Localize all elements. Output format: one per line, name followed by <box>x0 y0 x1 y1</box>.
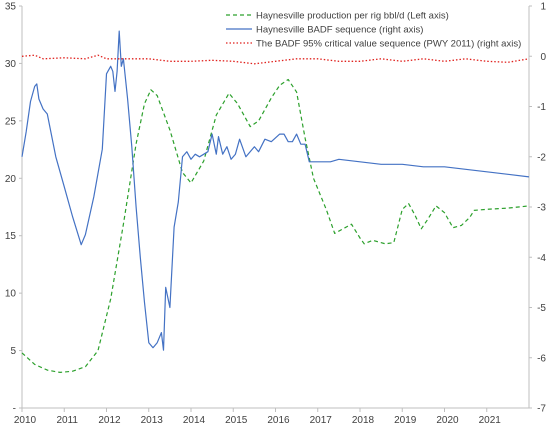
series-line-3 <box>21 54 530 65</box>
series-layer <box>21 30 530 373</box>
left-tick-label: 10 <box>5 289 17 300</box>
series-line-1 <box>21 78 530 373</box>
x-tick-label: 2018 <box>352 415 375 426</box>
axes <box>21 6 530 409</box>
left-tick-label: 35 <box>5 2 17 13</box>
right-tick-label: -1 <box>537 102 546 113</box>
right-tick-label: -2 <box>537 152 546 163</box>
left-tick-label: 30 <box>5 59 17 70</box>
legend-label-2: Haynesville BADF sequence (right axis) <box>256 25 423 36</box>
right-tick-label: -3 <box>537 203 546 214</box>
x-tick-label: 2013 <box>141 415 164 426</box>
right-tick-label: 1 <box>540 2 546 13</box>
x-tick-label: 2021 <box>479 415 502 426</box>
right-tick-label: -5 <box>537 303 546 314</box>
series-line-2 <box>21 30 530 351</box>
x-tick-label: 2015 <box>225 415 248 426</box>
left-tick-label: 25 <box>5 116 17 127</box>
x-tick-label: 2016 <box>267 415 290 426</box>
legend-label-1: Haynesville production per rig bbl/d (Le… <box>256 11 449 22</box>
legend-label-3: The BADF 95% critical value sequence (PW… <box>256 39 521 50</box>
left-tick-label: - <box>13 404 16 415</box>
right-tick-label: -6 <box>537 353 546 364</box>
legend: Haynesville production per rig bbl/d (Le… <box>226 11 521 50</box>
x-tick-label: 2019 <box>394 415 417 426</box>
x-tick-label: 2012 <box>98 415 121 426</box>
x-tick-label: 2017 <box>310 415 333 426</box>
right-tick-label: -4 <box>537 253 546 264</box>
left-tick-label: 15 <box>5 231 17 242</box>
x-tick-label: 2010 <box>14 415 37 426</box>
right-tick-label: 0 <box>540 52 546 63</box>
x-tick-label: 2014 <box>183 415 206 426</box>
left-tick-label: 5 <box>10 346 16 357</box>
x-tick-label: 2020 <box>436 415 459 426</box>
right-tick-label: -7 <box>537 404 546 415</box>
x-tick-label: 2011 <box>56 415 78 426</box>
left-tick-label: 20 <box>5 174 17 185</box>
